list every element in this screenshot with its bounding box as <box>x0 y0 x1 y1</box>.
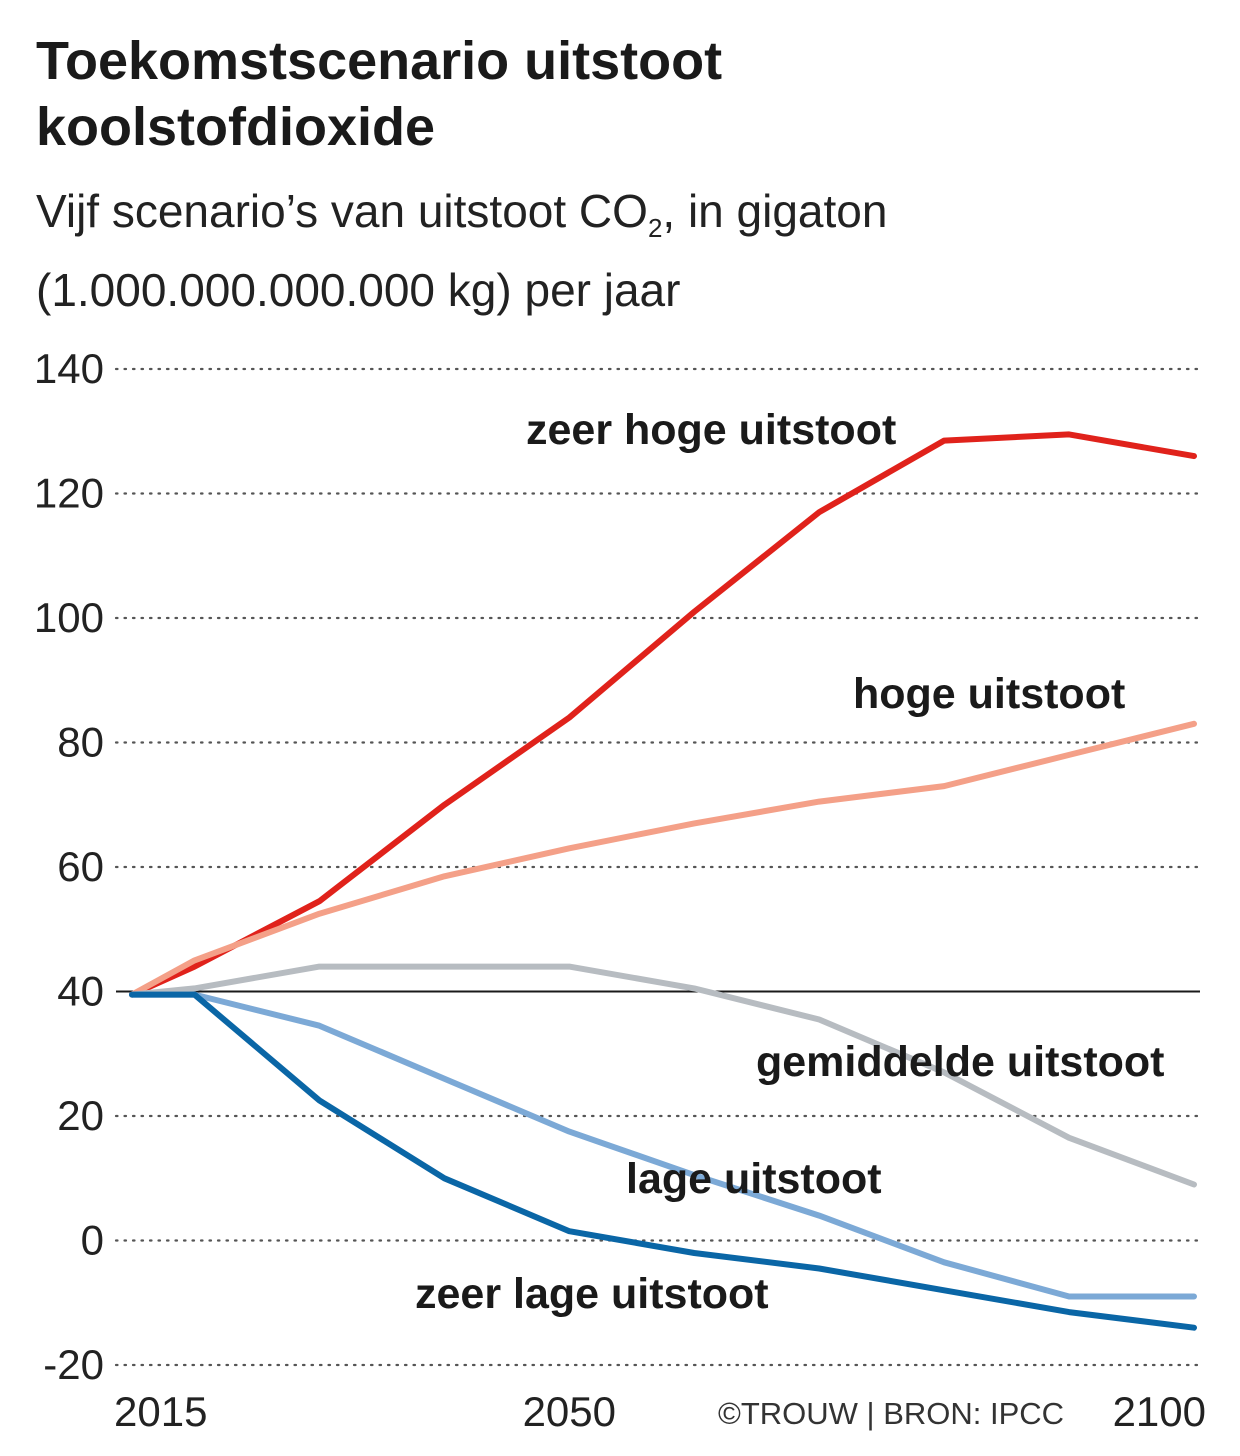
chart-title: Toekomstscenario uitstoot koolstofdioxid… <box>36 28 1216 160</box>
y-tick-label: 60 <box>57 843 104 890</box>
series-line <box>129 991 1197 1300</box>
series-label: gemiddelde uitstoot <box>756 1038 1165 1086</box>
series-labels: zeer hoge uitstoot hoge uitstoot gemiddeld… <box>415 406 1165 1318</box>
y-tick-label: 140 <box>34 345 104 392</box>
series-label: zeer lage uitstoot <box>415 1270 769 1318</box>
series-line <box>129 963 1197 1188</box>
series-line <box>129 991 1197 1331</box>
subtitle-text-end: , in gigaton <box>662 185 888 237</box>
y-tick-label: -20 <box>43 1341 104 1388</box>
source-credit: ©TROUW | BRON: IPCC <box>718 1396 1064 1431</box>
series-lines <box>129 431 1197 1331</box>
title-line-2: koolstofdioxide <box>36 97 436 157</box>
x-tick-label: 2050 <box>523 1388 616 1435</box>
y-tick-label: 20 <box>57 1092 104 1139</box>
series-label: hoge uitstoot <box>853 670 1125 718</box>
y-tick-label: 80 <box>57 719 104 766</box>
series-line <box>129 720 1197 998</box>
subtitle-text: Vijf scenario’s van uitstoot CO <box>36 185 648 237</box>
title-line-1: Toekomstscenario uitstoot <box>36 31 723 91</box>
y-tick-label: 0 <box>81 1217 104 1264</box>
series-label: zeer hoge uitstoot <box>526 406 896 454</box>
y-tick-label: 120 <box>34 470 104 517</box>
y-tick-label: 40 <box>57 968 104 1015</box>
axis-tick-labels: -20 0 20 40 60 80 100 120 140 2015 2050 2100 <box>34 345 1206 1435</box>
series-label: lage uitstoot <box>626 1155 882 1203</box>
x-tick-label: 2100 <box>1113 1388 1206 1435</box>
x-tick-label: 2015 <box>114 1388 207 1435</box>
subtitle-subscript: 2 <box>647 213 663 244</box>
subtitle-line-2: (1.000.000.000.000 kg) per jaar <box>36 264 681 317</box>
grid-lines <box>114 367 1202 1367</box>
chart-subtitle: Vijf scenario’s van uitstoot CO2, in gig… <box>36 180 1216 321</box>
y-tick-label: 100 <box>34 594 104 641</box>
